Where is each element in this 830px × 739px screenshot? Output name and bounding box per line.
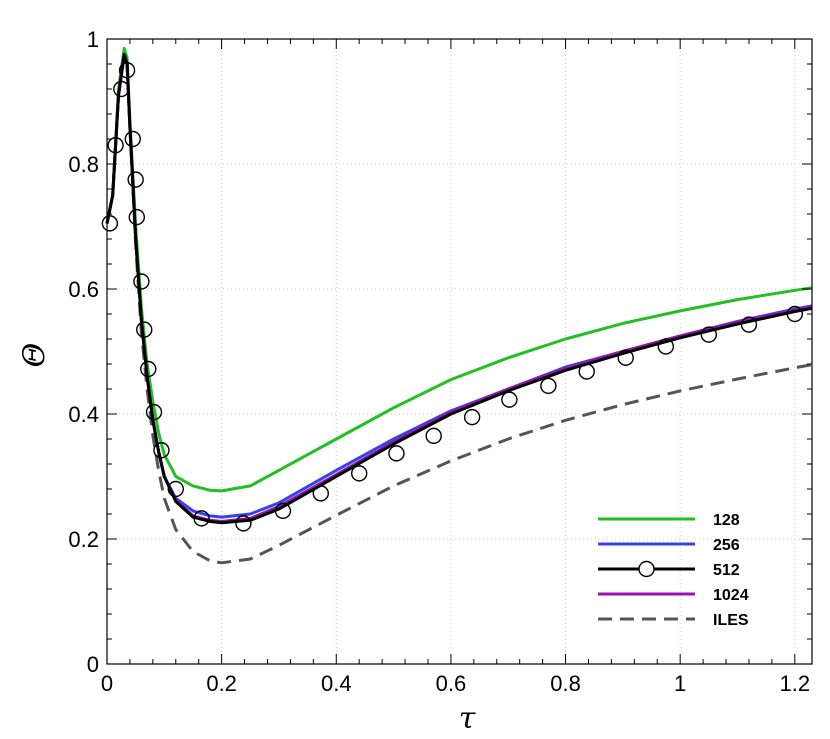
legend-label-iles: ILES [713, 612, 749, 629]
series-marker-512 [235, 515, 252, 532]
legend-label-1024: 1024 [713, 587, 749, 604]
series-marker-512 [786, 305, 804, 323]
legend-marker [638, 560, 655, 578]
series-marker-512 [113, 80, 130, 98]
y-tick-label: 0.6 [68, 277, 99, 302]
y-tick-label: 1 [87, 27, 99, 52]
plot-frame [106, 38, 813, 665]
x-tick-label: 0.2 [206, 671, 237, 696]
x-axis-title: τ [459, 701, 476, 736]
series-marker-512 [124, 130, 141, 148]
legend-label-128: 128 [713, 512, 740, 529]
series-marker-512 [657, 338, 675, 355]
y-tick-label: 0.8 [68, 152, 99, 177]
y-axis-title: Θ [17, 343, 52, 368]
series-marker-512 [140, 360, 157, 378]
legend: 128 256 512 1024 ILES [598, 512, 749, 629]
x-tick-label: 0.4 [321, 671, 352, 696]
grid [107, 38, 812, 664]
series-marker-512 [136, 321, 153, 338]
series-line-256 [105, 53, 813, 519]
series-marker-512 [145, 403, 163, 421]
series-marker-512 [133, 273, 150, 290]
series-marker-512 [700, 326, 718, 343]
series-line-iles [105, 53, 813, 565]
series-line-1024 [105, 53, 813, 523]
series-marker-512 [388, 445, 405, 462]
x-tick-label: 0.8 [550, 671, 581, 696]
y-tick-label: 0 [87, 652, 99, 677]
series-marker-512 [463, 408, 481, 426]
series-marker-512 [118, 62, 136, 79]
ticks [106, 38, 812, 665]
series-marker-512 [350, 465, 368, 482]
series-marker-512 [107, 137, 124, 154]
series-marker-512 [617, 349, 634, 366]
series-marker-512 [501, 391, 518, 408]
legend-label-256: 256 [713, 537, 740, 554]
series-marker-512 [312, 485, 329, 502]
series-marker-512 [101, 215, 119, 232]
series-line-512 [105, 53, 813, 525]
x-tick-label: 1 [674, 671, 686, 696]
series-marker-512 [193, 510, 210, 527]
series-marker-512 [425, 427, 442, 445]
x-tick-label: 1.2 [780, 671, 811, 696]
series-marker-512 [274, 502, 292, 520]
x-tick-label: 0 [101, 671, 113, 696]
series-marker-512 [153, 442, 170, 459]
series-line-128 [105, 46, 813, 493]
y-tick-label: 0.4 [68, 402, 99, 427]
series-marker-512 [127, 171, 144, 188]
y-tick-label: 0.2 [68, 527, 99, 552]
series-marker-512 [578, 363, 595, 380]
series-marker-512 [128, 208, 146, 226]
x-tick-label: 0.6 [436, 671, 467, 696]
series-layer [101, 46, 813, 565]
legend-label-512: 512 [713, 562, 740, 579]
series-marker-512 [167, 480, 184, 498]
series-marker-512 [740, 316, 758, 333]
series-marker-512 [540, 377, 557, 395]
tick-labels: 0 0.2 0.4 0.6 0.8 1 1.2 0 0.2 0.4 0.6 0.8 1 [68, 27, 810, 696]
